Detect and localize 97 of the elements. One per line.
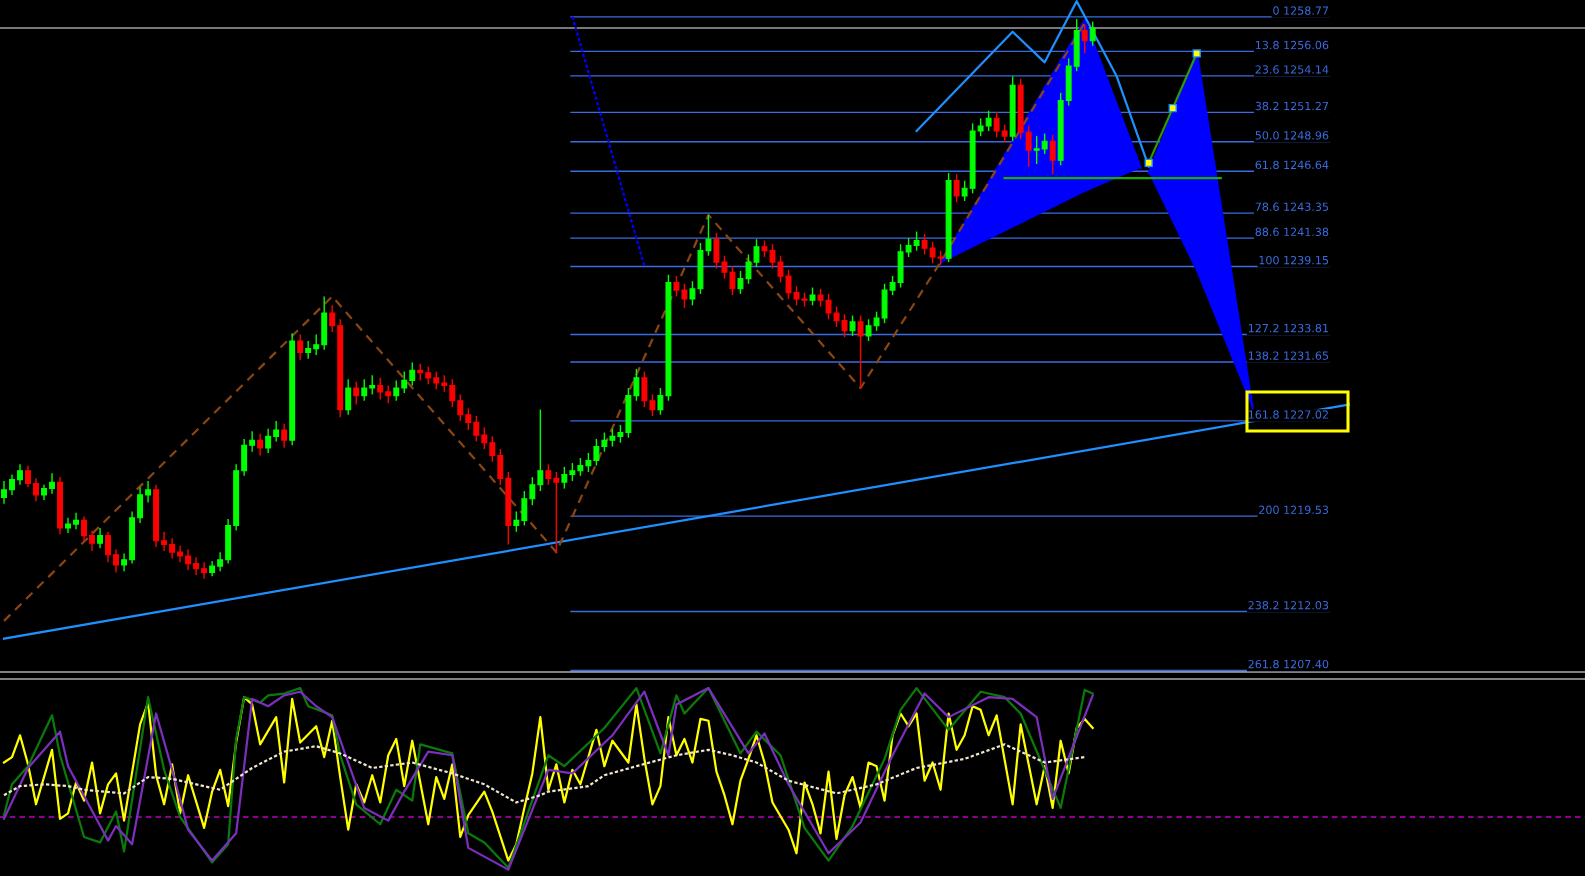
candlestick [633,368,640,402]
candlestick [673,275,680,298]
candlestick [865,318,872,342]
candlestick [705,214,712,257]
candlestick [9,473,15,496]
ref-line-label: 127.2 1233.81 [1248,323,1328,333]
candlestick [993,111,1000,139]
candlestick [1041,132,1048,155]
candlestick [89,529,96,552]
candlestick [1081,23,1088,55]
ref-line-label: 78.6 1243.35 [1255,202,1329,211]
candlestick [561,466,568,490]
ref-line-label: 261.8 1207.40 [1248,659,1329,669]
candlestick [1033,135,1040,165]
candlestick [857,314,864,389]
candlestick [849,314,856,337]
candlestick [521,490,528,527]
candlestick [1049,134,1056,175]
candlestick [185,548,192,571]
candlestick [473,415,480,443]
ref-line-label: 13.8 1256.06 [1256,40,1329,50]
ref-line-label: 138.2 1231.65 [1248,351,1329,360]
candlestick [1,480,7,505]
ref-line-label: 161.8 1227.02 [1248,410,1328,419]
ref-line-label: 61.8 1246.64 [1255,160,1329,170]
candlestick [169,537,176,560]
candlestick [953,173,960,203]
candlestick [457,393,464,422]
candlestick [1089,20,1096,47]
candlestick [329,304,336,333]
candlestick [889,275,896,296]
candlestick [193,556,200,576]
ref-line-label: 50.0 1248.96 [1255,131,1329,140]
candlestick [25,464,31,488]
candlestick [465,407,472,431]
candlestick [369,374,376,396]
ref-line-label: 38.2 1251.27 [1255,101,1329,111]
candlestick [17,463,23,486]
candlestick [113,548,120,574]
candlestick [33,477,39,502]
candlestick [489,435,496,463]
candlestick [689,280,696,307]
candlestick [537,408,544,492]
candlestick [601,431,608,453]
candlestick [905,237,912,258]
candlestick [257,433,264,457]
candlestick [657,387,664,416]
candlestick [513,510,520,533]
ref-line-label: 0 1258.77 [1273,6,1329,15]
ref-line-label: 200 1219.53 [1259,505,1329,514]
ref-line-label: 23.6 1254.14 [1255,65,1329,74]
candlestick [249,430,256,453]
candlestick [73,512,80,530]
candlestick [681,283,688,309]
candlestick [137,486,144,524]
candlestick [409,361,416,387]
candlestick [529,476,536,506]
candlestick [649,393,656,417]
candlestick [361,378,368,402]
candlestick [65,517,71,534]
candlestick [913,230,920,252]
candlestick [281,422,288,449]
candlestick [481,426,488,450]
candlestick [313,333,320,356]
candlestick [145,480,152,504]
candlestick [49,472,55,495]
candlestick [497,448,504,486]
candlestick [641,370,648,408]
candlestick [345,378,352,416]
candlestick [449,378,456,408]
candlestick [393,379,400,402]
candlestick [353,380,360,406]
candlestick [377,377,384,401]
candlestick [97,527,104,550]
candlestick [201,561,208,580]
candlestick [961,179,968,202]
candlestick [553,471,560,555]
candlestick [545,463,552,486]
ref-line-label: 88.6 1241.38 [1255,227,1329,237]
candlestick [585,452,592,473]
candlestick [273,420,280,443]
candlestick [929,241,936,265]
candlestick [921,233,928,256]
candlestick [593,438,600,467]
candlestick [1025,125,1032,168]
ref-line-label: 100 1239.15 [1259,255,1329,265]
candlestick [401,370,408,394]
candlestick [177,545,184,564]
candlestick [985,109,992,132]
candlestick [217,551,224,572]
candlestick [105,531,112,564]
ref-line-label: 238.2 1212.03 [1248,601,1329,610]
candlestick [873,311,880,332]
candlestick [297,333,304,361]
candlestick [81,515,88,543]
candlestick [161,531,168,552]
candlestick [265,428,272,454]
